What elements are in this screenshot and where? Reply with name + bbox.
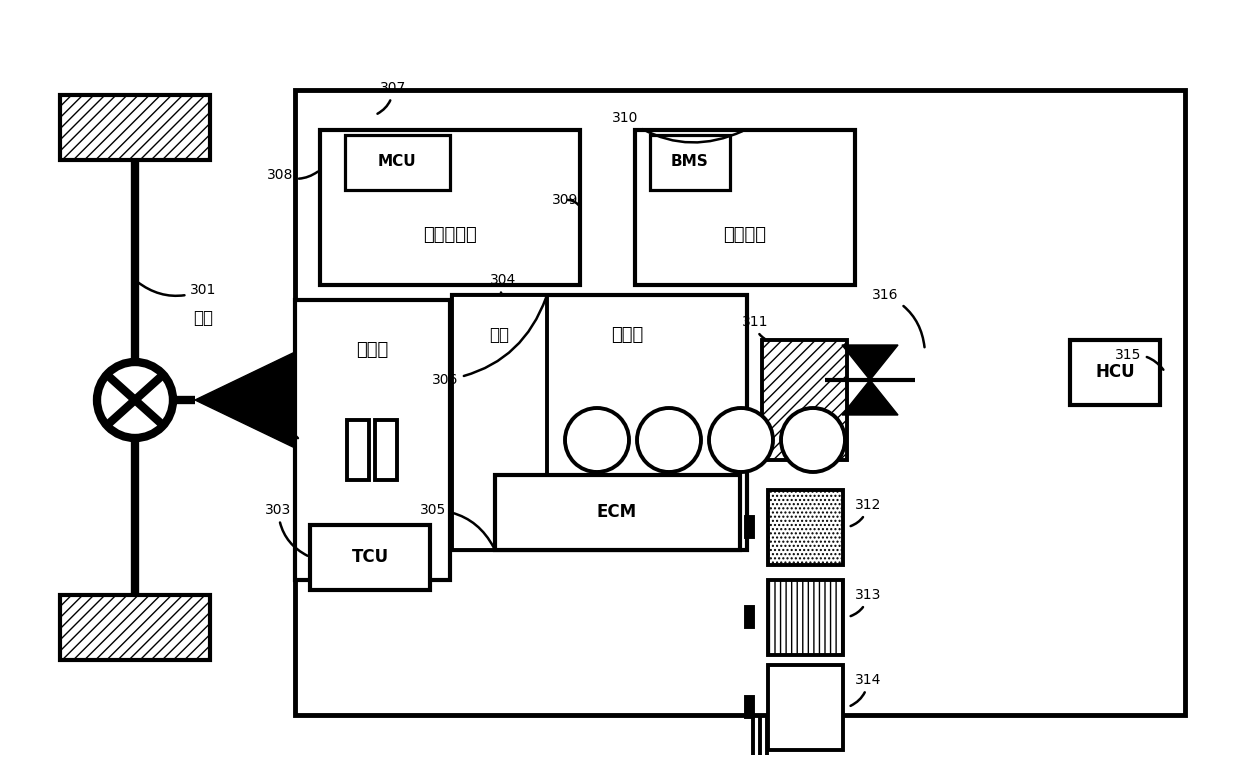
Bar [453,295,746,550]
Text: 307: 307 [377,81,407,113]
Bar [763,340,847,460]
Text: 301: 301 [138,282,216,297]
Bar [295,300,450,580]
Text: 311: 311 [742,315,769,339]
Bar [310,525,430,590]
Circle shape [637,408,701,472]
Polygon shape [842,380,898,415]
Bar [768,580,843,655]
Bar [60,595,210,660]
Text: 312: 312 [851,498,882,526]
Bar [768,665,843,750]
Text: 车轮: 车轮 [193,309,213,327]
Circle shape [97,362,174,438]
Bar [374,420,397,480]
Text: MCU: MCU [378,154,417,170]
Text: TCU: TCU [351,548,388,566]
Text: 变速箱: 变速箱 [356,341,388,359]
Bar [295,90,1185,715]
Circle shape [565,408,629,472]
Text: 305: 305 [420,503,494,547]
Text: 电机: 电机 [489,326,508,344]
Text: 304: 304 [490,273,516,295]
Polygon shape [842,345,898,380]
Bar [650,135,730,190]
Text: 发动机: 发动机 [611,326,644,344]
Bar [495,475,740,550]
Bar [320,130,580,285]
Text: 315: 315 [1115,348,1163,370]
Text: 302: 302 [270,383,298,438]
Circle shape [709,408,773,472]
Bar [1070,340,1159,405]
Text: 313: 313 [851,588,882,616]
Bar [60,95,210,160]
Text: 高压电池: 高压电池 [723,227,766,244]
Text: 功率电子箱: 功率电子箱 [423,227,477,244]
Text: ECM: ECM [596,503,637,521]
Bar [347,420,370,480]
Bar [746,517,753,537]
Text: 310: 310 [613,111,743,142]
Bar [768,490,843,565]
Text: HCU: HCU [1095,363,1135,381]
Circle shape [781,408,844,472]
Text: BMS: BMS [671,154,709,170]
Bar [345,135,450,190]
Bar [746,607,753,627]
Text: 306: 306 [432,298,546,387]
Bar [635,130,856,285]
Text: 308: 308 [267,168,317,182]
Bar [453,295,547,550]
Text: 309: 309 [552,193,578,207]
Text: 316: 316 [872,288,925,347]
Text: 303: 303 [265,503,308,556]
Polygon shape [195,352,295,448]
Text: 314: 314 [851,673,882,706]
Bar [746,697,753,717]
